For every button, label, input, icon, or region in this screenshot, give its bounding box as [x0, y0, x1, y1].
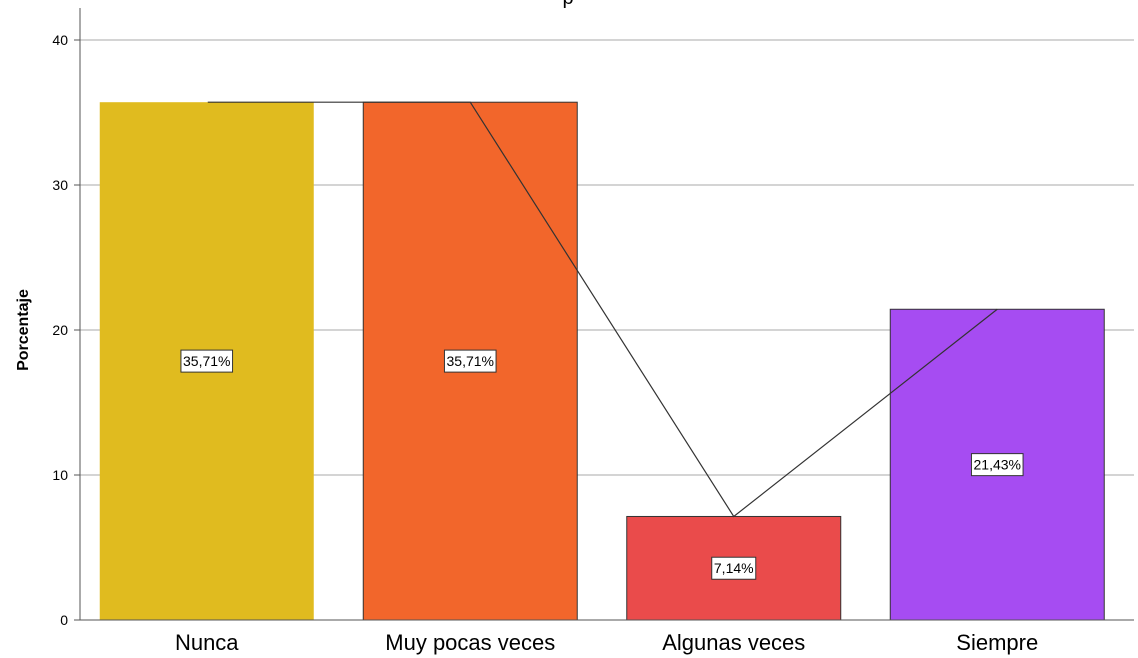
data-label: 21,43%: [970, 453, 1024, 477]
data-label-box: [711, 556, 757, 580]
data-label-box: [443, 349, 497, 373]
overlay-series-line: [207, 101, 998, 518]
x-tick-label: Muy pocas veces: [385, 630, 555, 655]
y-tick-label: 10: [52, 467, 68, 483]
y-tick-label: 30: [52, 177, 68, 193]
overlay-line: [207, 101, 998, 518]
data-label: 35,71%: [443, 349, 497, 373]
data-label: 35,71%: [180, 349, 234, 373]
y-tick-label: 0: [60, 612, 68, 628]
y-axis-label: Porcentaje: [15, 289, 32, 371]
data-label-text: 35,71%: [183, 353, 230, 369]
data-labels: 35,71% 35,71% 7,14% 21,43%: [180, 349, 1024, 580]
bars: [99, 101, 1105, 621]
y-axis: 0 10 20 30 40: [52, 8, 81, 628]
x-axis: Nunca Muy pocas veces Algunas veces Siempre: [80, 619, 1134, 655]
data-label-box: [180, 349, 234, 373]
data-label: 7,14%: [711, 556, 757, 580]
x-tick-label: Algunas veces: [662, 630, 805, 655]
chart-title: p: [562, 0, 573, 9]
data-label-text: 7,14%: [714, 560, 754, 576]
data-label-text: 35,71%: [447, 353, 494, 369]
y-tick-label: 40: [52, 32, 68, 48]
data-label-box: [970, 453, 1024, 477]
data-label-text: 21,43%: [974, 457, 1021, 473]
x-tick-label: Siempre: [956, 630, 1038, 655]
x-tick-label: Nunca: [175, 630, 239, 655]
y-tick-label: 20: [52, 322, 68, 338]
